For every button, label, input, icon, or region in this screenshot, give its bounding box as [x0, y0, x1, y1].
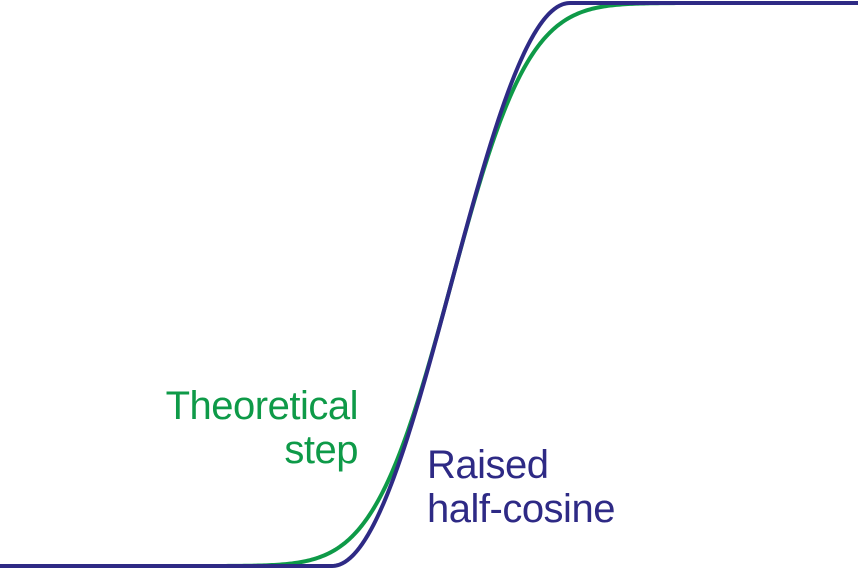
theoretical-step-label-line1: Theoretical: [165, 384, 359, 428]
theoretical-step-label: Theoretical step: [165, 384, 359, 472]
raised-half-cosine-label-line1: Raised: [427, 443, 549, 487]
raised-half-cosine-label-line2: half-cosine: [427, 487, 615, 531]
theoretical-step-label-line2: step: [284, 428, 358, 472]
raised-half-cosine-label: Raised half-cosine: [427, 443, 615, 531]
